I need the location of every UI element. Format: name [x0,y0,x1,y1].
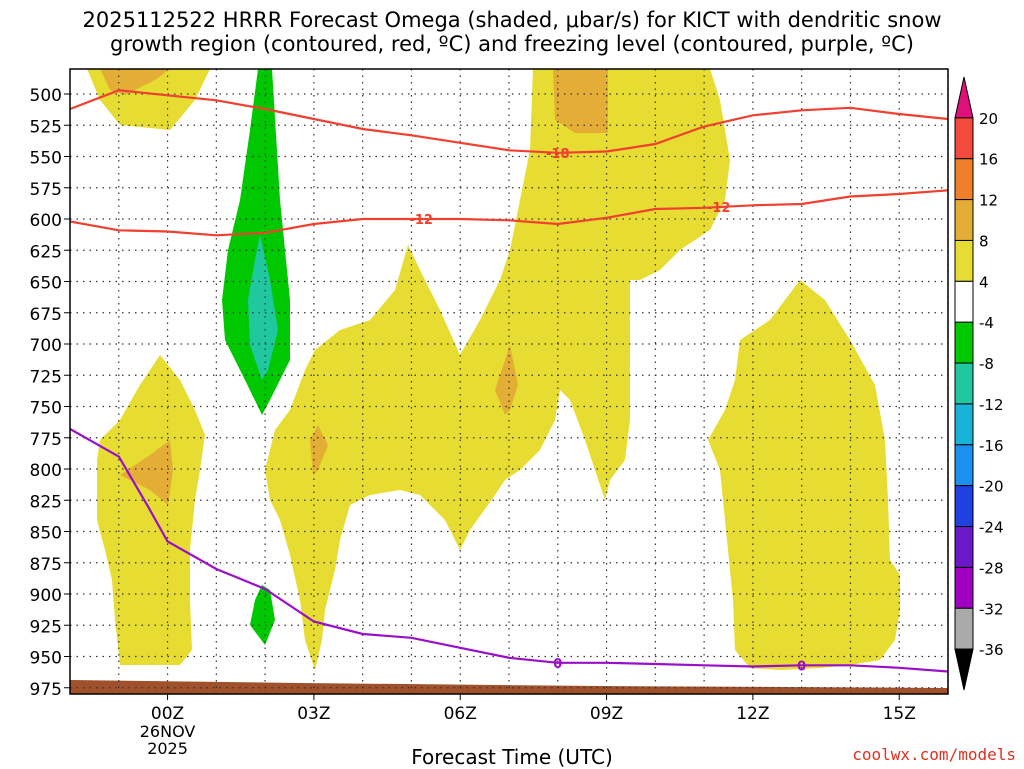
y-tick-label: 600 [30,211,62,231]
y-tick-label: 875 [30,555,62,575]
colorbar-swatch [954,239,974,282]
y-tick-label: 650 [30,274,62,294]
colorbar-label: -8 [979,355,994,373]
omega-region-yellow [265,69,730,670]
x-tick-label: 09Z [590,704,623,724]
x-tick-label: 15Z [883,704,916,724]
colorbar-label: -20 [979,478,1004,496]
colorbar-label: -16 [979,437,1004,455]
y-tick-label: 500 [30,86,62,106]
y-tick-label: 925 [30,617,62,637]
colorbar-legend: 20 16 12 8 4 -4 -8 -12 -16 -20 -24 -28 -32 -36 [954,76,1004,691]
dgz-contour-minus18 [70,89,948,154]
colorbar-swatch [954,444,974,487]
freezing-level-contour [70,428,948,673]
plot-frame [69,68,949,695]
y-tick-label: 775 [30,430,62,450]
y-tick-label: 750 [30,399,62,419]
y-tick-label: 550 [30,149,62,169]
colorbar-swatch [954,485,974,528]
colorbar-swatch [954,607,974,650]
y-tick-label: 975 [30,680,62,700]
contour-lines [70,89,948,673]
y-tick-label: 525 [30,117,62,137]
colorbar-label: 8 [979,232,989,250]
colorbar-label: -12 [979,396,1004,414]
colorbar-swatch [954,117,974,160]
y-axis: 500 525 550 575 600 625 650 675 700 725 750 775 800 8… [30,86,70,700]
y-tick-label: 725 [30,367,62,387]
x-axis-title: Forecast Time (UTC) [411,745,613,769]
dgz-contour-minus12-label: -12 [707,201,731,216]
omega-region-orange [120,440,173,505]
colorbar-swatch [954,280,974,323]
colorbar-swatch [954,403,974,446]
colorbar-label: 4 [979,273,989,291]
dgz-contour-minus18-label: -18 [546,147,570,162]
omega-region-green [250,585,275,645]
colorbar-label: -32 [979,600,1004,618]
x-tick-label: 00Z [151,704,184,724]
y-tick-label: 825 [30,492,62,512]
chart-title-line-2: growth region (contoured, red, ºC) and f… [110,32,914,56]
x-tick-label: 06Z [444,704,477,724]
colorbar-swatch [954,321,974,364]
y-tick-label: 800 [30,461,62,481]
colorbar-label: 16 [979,151,998,169]
omega-region-orange [100,69,170,95]
contour-labels: -18 -12 -12 0 0 [409,147,806,675]
colorbar-swatch [954,362,974,405]
colorbar-swatch [954,158,974,201]
y-tick-label: 625 [30,242,62,262]
y-tick-label: 850 [30,524,62,544]
colorbar-label: -24 [979,519,1004,537]
x-tick-date-label: 26NOV [140,722,196,741]
freezing-level-contour-label: 0 [797,659,806,674]
y-tick-label: 950 [30,649,62,669]
omega-region-orange [553,69,608,133]
colorbar-swatch [954,566,974,609]
colorbar-label: -4 [979,314,994,332]
chart-title-line-1: 2025112522 HRRR Forecast Omega (shaded, … [82,8,942,32]
dgz-contour-minus12 [70,189,948,237]
x-tick-date-label: 2025 [147,739,188,758]
colorbar-label: 20 [979,110,998,128]
omega-shading [70,69,948,694]
y-tick-label: 700 [30,336,62,356]
colorbar-label: 12 [979,192,998,210]
y-tick-label: 575 [30,180,62,200]
colorbar-swatch [954,526,974,568]
omega-region-orange [495,345,518,415]
credit-text: coolwx.com/models [852,745,1016,764]
colorbar-label: -28 [979,559,1004,577]
dgz-contour-minus12-label: -12 [409,213,433,228]
colorbar-top-arrow [954,76,974,119]
grid [70,69,949,694]
colorbar-swatch [954,199,974,241]
freezing-level-contour-label: 0 [553,657,562,672]
y-tick-label: 675 [30,305,62,325]
colorbar-label: -36 [979,641,1004,659]
colorbar-bottom-arrow [954,648,974,691]
omega-region-teal [248,235,278,380]
x-tick-label: 12Z [736,704,769,724]
x-tick-label: 03Z [297,704,330,724]
y-tick-label: 900 [30,586,62,606]
omega-region-yellow [708,280,900,670]
